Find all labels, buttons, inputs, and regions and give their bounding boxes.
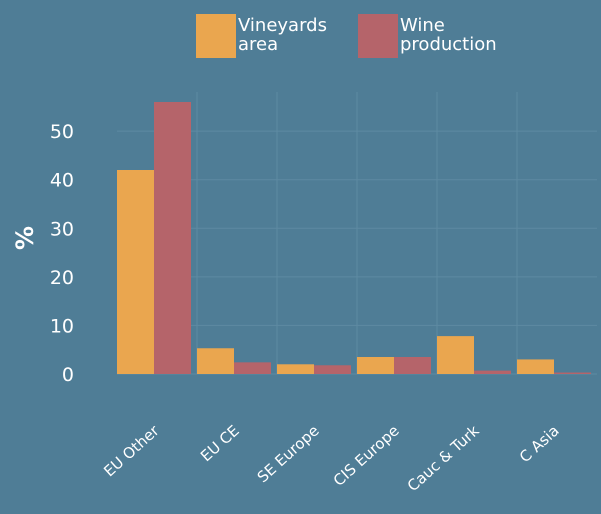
- bars: [117, 102, 591, 374]
- y-tick-label: 50: [50, 121, 74, 143]
- legend-label: Wine: [400, 15, 445, 36]
- bar: [357, 357, 394, 374]
- gridlines: [117, 92, 597, 375]
- bar: [154, 102, 191, 374]
- y-tick-label: 30: [50, 218, 74, 240]
- legend-label: Vineyards: [238, 15, 327, 36]
- legend-swatch: [358, 14, 398, 58]
- legend-swatch: [196, 14, 236, 58]
- y-axis: 0 10 20 30 40 50: [50, 121, 74, 386]
- x-tick-label: C Asia: [516, 422, 563, 467]
- x-tick-label: Cauc & Turk: [404, 421, 483, 495]
- y-tick-label: 20: [50, 267, 74, 289]
- x-tick-label: EU CE: [197, 422, 243, 466]
- x-axis: EU Other EU CE SE Europe CIS Europe Cauc & T…: [100, 421, 562, 495]
- bar: [517, 359, 554, 374]
- legend-label: production: [400, 34, 497, 55]
- y-axis-label: %: [11, 226, 39, 250]
- bar: [554, 372, 591, 374]
- legend-label: area: [238, 34, 278, 55]
- x-tick-label: SE Europe: [254, 422, 323, 487]
- y-tick-label: 10: [50, 315, 74, 337]
- bar: [474, 370, 511, 374]
- y-tick-label: 0: [62, 364, 74, 386]
- bar: [117, 170, 154, 374]
- bar: [234, 362, 271, 374]
- bar: [197, 348, 234, 374]
- x-tick-label: EU Other: [100, 421, 163, 480]
- bar: [277, 364, 314, 374]
- bar: [394, 357, 431, 374]
- bar: [437, 336, 474, 374]
- y-tick-label: 40: [50, 170, 74, 192]
- x-tick-label: CIS Europe: [330, 422, 403, 490]
- bar: [314, 365, 351, 374]
